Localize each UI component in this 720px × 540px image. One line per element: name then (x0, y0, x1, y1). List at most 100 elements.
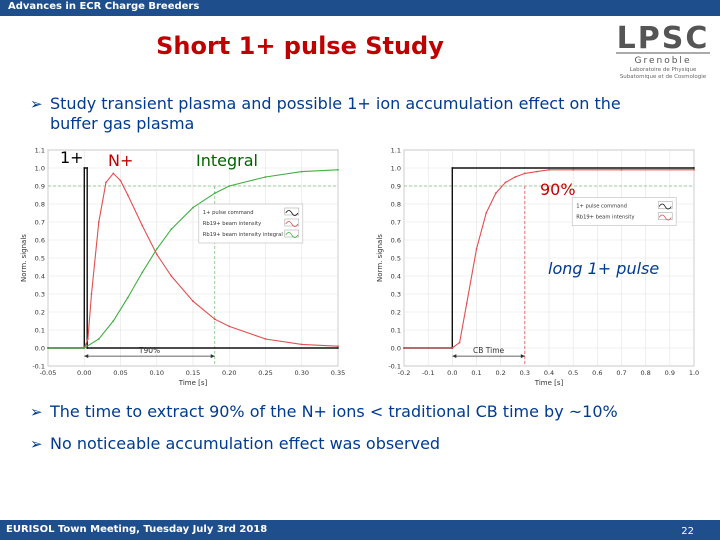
legend-swatch (285, 221, 299, 227)
y-tick-label: 0.8 (391, 201, 401, 209)
x-tick-label: 0.3 (520, 369, 530, 377)
data-point (87, 338, 89, 340)
time-arrow-head-left (84, 354, 89, 359)
logo-tagline-1: Laboratoire de Physique (630, 67, 697, 73)
legend-entry: Rb19+ beam intensity integral (203, 232, 283, 238)
label-one-plus: 1+ (60, 148, 84, 167)
x-tick-label: 0.5 (568, 369, 578, 377)
data-point (337, 345, 339, 348)
legend-swatch (285, 210, 299, 216)
logo-letters: LPSC (617, 21, 710, 56)
data-point (213, 192, 216, 195)
label-n-plus: N+ (108, 151, 134, 170)
data-point (86, 347, 89, 349)
data-point (264, 338, 267, 340)
y-tick-label: 0.9 (391, 183, 401, 191)
y-tick-label: 0.4 (35, 273, 45, 281)
data-point (97, 221, 100, 223)
data-point (112, 172, 115, 175)
y-tick-label: 1.0 (35, 165, 45, 173)
y-tick-label: 0.4 (391, 273, 401, 281)
data-point (465, 302, 468, 304)
y-tick-label: 0.0 (35, 345, 45, 353)
y-tick-label: 0.1 (35, 327, 45, 335)
x-tick-label: 0.6 (592, 369, 602, 377)
data-point (451, 167, 454, 169)
y-tick-label: 0.5 (391, 255, 401, 263)
x-tick-label: 0.10 (150, 369, 164, 377)
y-tick-label: 0.1 (391, 327, 401, 335)
y-tick-label: 0.3 (35, 291, 45, 299)
x-tick-label: 1.0 (689, 369, 699, 377)
legend-swatch-box (284, 218, 300, 227)
y-tick-label: 0.2 (35, 309, 45, 317)
bullet-1-line-1: Study transient plasma and possible 1+ i… (50, 94, 621, 113)
data-point (213, 318, 216, 321)
data-point (693, 168, 695, 171)
legend-swatch (285, 232, 299, 238)
pulse-chart-short: -0.1 0.0 0.1 0.2 0.3 0.4 0.5 0.6 0.7 0.8 0.9 1.0 1.1… (20, 147, 345, 388)
x-tick-label: -0.05 (40, 369, 57, 377)
y-tick-label: 0.7 (391, 219, 401, 227)
x-tick-label: 0.20 (222, 369, 236, 377)
bullet-arrow-icon: ➢ (30, 95, 43, 113)
data-point (83, 167, 86, 169)
y-tick-label: 0.2 (391, 309, 401, 317)
data-point (83, 347, 86, 349)
data-point (300, 170, 303, 173)
y-axis-label: Norm. signals (20, 234, 28, 282)
data-point (141, 271, 144, 274)
data-point (693, 167, 695, 169)
data-point (300, 343, 303, 346)
data-point (485, 212, 488, 214)
x-tick-label: 0.7 (616, 369, 626, 377)
data-point (170, 228, 173, 231)
data-point (337, 168, 339, 171)
data-point (572, 168, 575, 171)
bullet-3: ➢ No noticeable accumulation effect was … (30, 434, 710, 454)
data-point (494, 192, 497, 195)
lpsc-logo: LPSC Grenoble Laboratoire de Physique Su… (616, 21, 710, 80)
data-point (228, 325, 231, 328)
data-point (192, 206, 194, 209)
data-point (141, 224, 144, 227)
label-ninety-percent: 90% (540, 180, 576, 199)
y-tick-label: 0.6 (35, 237, 45, 245)
y-tick-label: 0.7 (35, 219, 45, 227)
time-arrow-head-left (452, 354, 457, 359)
y-tick-label: 1.1 (391, 147, 401, 155)
logo-tagline-2: Subatomique et de Cosmologie (620, 74, 707, 80)
x-tick-label: 0.9 (665, 369, 675, 377)
x-tick-label: 0.00 (77, 369, 91, 377)
time-annotation-label: CB Time (473, 346, 505, 355)
data-point (504, 181, 507, 184)
data-point (228, 185, 231, 187)
y-tick-label: 0.0 (391, 345, 401, 353)
x-tick-label: 0.4 (544, 369, 554, 377)
data-point (458, 341, 461, 344)
x-tick-label: 0.1 (471, 369, 481, 377)
legend-entry: 1+ pulse command (203, 210, 254, 216)
y-tick-label: 0.6 (391, 237, 401, 245)
page-number: 22 (681, 526, 694, 537)
legend-swatch (658, 214, 672, 221)
data-point (90, 293, 93, 295)
bullet-3-text: No noticeable accumulation effect was ob… (50, 434, 441, 453)
bullet-2: ➢ The time to extract 90% of the N+ ions… (30, 402, 710, 422)
slide-title: Short 1+ pulse Study (156, 32, 444, 60)
bullet-arrow-icon: ➢ (30, 435, 43, 453)
x-tick-label: 0.25 (258, 369, 272, 377)
time-arrow-head-right (520, 354, 525, 359)
data-point (337, 347, 339, 349)
bullet-1: ➢ Study transient plasma and possible 1+… (30, 94, 710, 134)
y-tick-label: 0.9 (35, 183, 45, 191)
data-point (47, 347, 49, 349)
y-tick-label: 0.8 (35, 201, 45, 209)
x-tick-label: -0.1 (422, 369, 435, 377)
x-tick-label: 0.35 (331, 369, 345, 377)
data-point (451, 347, 454, 349)
series-line (48, 169, 339, 349)
legend-swatch-box (657, 201, 673, 209)
conference-title: Advances in ECR Charge Breeders (8, 1, 200, 12)
legend-entry: 1+ pulse command (576, 204, 627, 210)
